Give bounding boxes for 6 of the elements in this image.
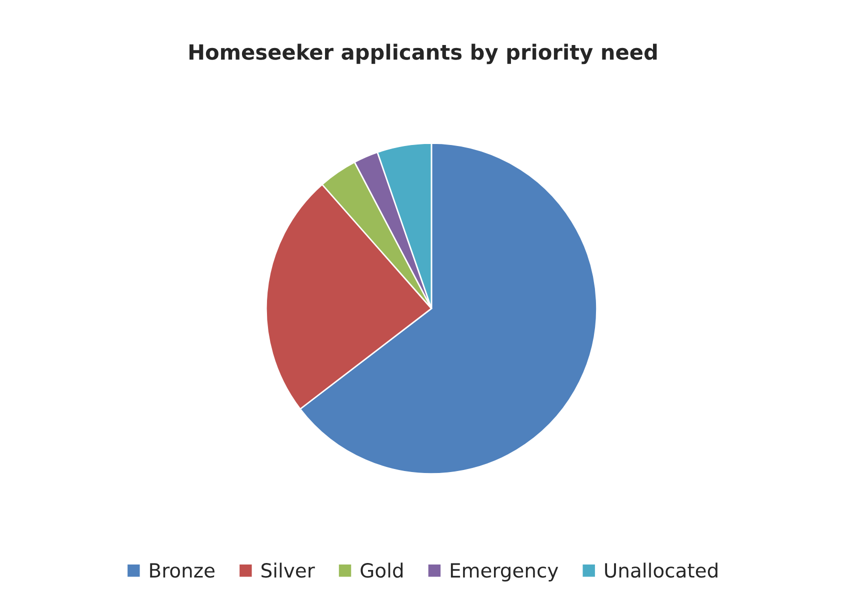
- legend-label: Gold: [360, 562, 403, 578]
- legend-label: Emergency: [450, 563, 558, 582]
- legend-label: Silver: [262, 562, 315, 578]
- legend-label: Bronze: [150, 563, 215, 578]
- chart-title: Homeseeker applicants by priority need: [190, 44, 657, 64]
- legend-label: Unallocated: [605, 562, 718, 578]
